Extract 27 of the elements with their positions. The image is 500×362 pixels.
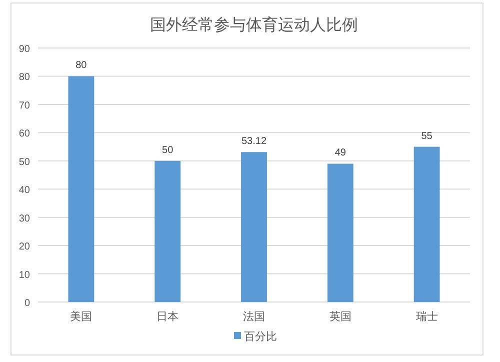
data-label: 53.12 bbox=[241, 136, 267, 148]
data-label: 80 bbox=[76, 60, 88, 72]
bar bbox=[327, 164, 354, 302]
bar bbox=[241, 152, 267, 302]
data-label: 50 bbox=[162, 144, 174, 156]
y-tick-label: 20 bbox=[18, 242, 30, 253]
x-tick-label: 美国 bbox=[70, 310, 92, 323]
data-label: 55 bbox=[421, 130, 433, 142]
x-tick-label: 英国 bbox=[329, 310, 352, 323]
y-tick-label: 80 bbox=[18, 72, 30, 84]
y-tick-label: 90 bbox=[18, 44, 30, 55]
y-tick-label: 60 bbox=[18, 128, 30, 140]
y-tick-label: 70 bbox=[18, 100, 30, 112]
y-tick-label: 40 bbox=[18, 185, 30, 196]
y-tick-label: 50 bbox=[18, 156, 30, 168]
chart-title: 国外经常参与体育运动人比例 bbox=[150, 16, 358, 34]
bar bbox=[68, 76, 94, 302]
bar bbox=[154, 160, 181, 302]
x-tick-label: 瑞士 bbox=[416, 310, 438, 323]
legend-label: 百分比 bbox=[244, 330, 277, 343]
y-tick-label: 0 bbox=[24, 298, 30, 309]
y-tick-label: 30 bbox=[18, 213, 30, 224]
data-label: 49 bbox=[334, 148, 346, 159]
x-tick-label: 法国 bbox=[243, 310, 265, 323]
y-tick-label: 10 bbox=[18, 270, 30, 281]
bar bbox=[414, 146, 440, 302]
x-tick-label: 日本 bbox=[156, 310, 179, 323]
